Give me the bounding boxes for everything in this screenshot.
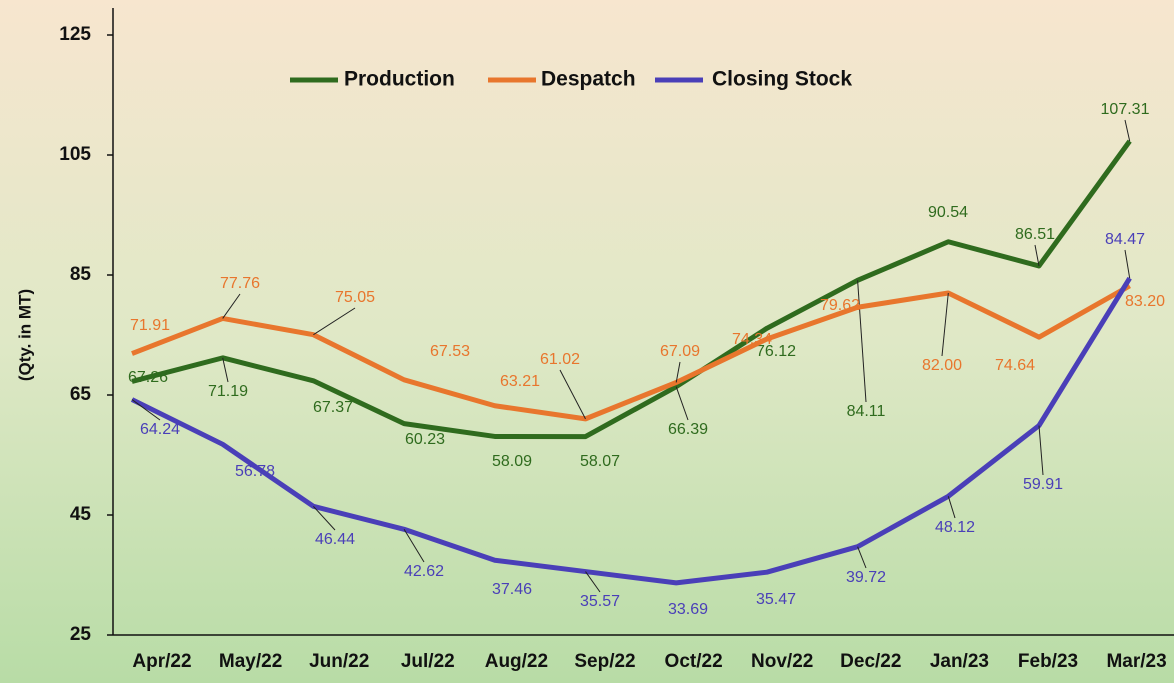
- leader-line: [947, 496, 956, 519]
- data-label: 76.12: [756, 343, 796, 360]
- x-tick-label: Jan/23: [930, 651, 989, 672]
- line: [131, 283, 1131, 422]
- leader-line: [1038, 425, 1044, 476]
- x-tick-label: Aug/22: [485, 651, 548, 672]
- data-label: 71.19: [208, 383, 248, 400]
- y-tick-label: 125: [59, 24, 91, 45]
- y-tick-label: 25: [70, 624, 92, 645]
- x-tick-label: Feb/23: [1018, 651, 1078, 672]
- data-label: 59.91: [1023, 476, 1063, 493]
- leader-line: [1124, 249, 1131, 279]
- data-label: 74.64: [995, 357, 1035, 374]
- x-tick-label: Mar/23: [1106, 651, 1166, 672]
- data-label: 46.44: [315, 531, 355, 548]
- leader-line: [857, 546, 867, 569]
- y-tick-label: 105: [59, 144, 91, 165]
- x-tick-label: Nov/22: [751, 651, 813, 672]
- data-label: 107.31: [1101, 101, 1150, 118]
- data-label: 39.72: [846, 569, 886, 586]
- data-label: 58.09: [492, 453, 532, 470]
- data-label: 64.24: [140, 421, 180, 438]
- leader-line: [222, 357, 229, 383]
- legend-label: Production: [344, 68, 455, 91]
- data-label: 35.47: [756, 591, 796, 608]
- data-label: 63.21: [500, 373, 540, 390]
- legend-label: Despatch: [541, 68, 636, 91]
- x-tick-label: Jun/22: [309, 651, 369, 672]
- data-label: 83.20: [1125, 293, 1165, 310]
- leader-line: [131, 399, 161, 421]
- data-label: 71.91: [130, 317, 170, 334]
- leader-line: [222, 293, 241, 319]
- y-tick-label: 65: [70, 384, 92, 405]
- line: [131, 139, 1132, 440]
- data-label: 77.76: [220, 275, 260, 292]
- leader-line: [559, 369, 586, 420]
- data-label: 58.07: [580, 453, 620, 470]
- data-label: 60.23: [405, 431, 445, 448]
- data-label: 74.34: [732, 331, 772, 348]
- data-label: 67.26: [128, 369, 168, 386]
- leader-line: [1034, 244, 1040, 267]
- data-label: 56.78: [235, 463, 275, 480]
- x-tick-label: Sep/22: [574, 651, 635, 672]
- x-tick-label: Oct/22: [665, 651, 723, 672]
- y-tick-label: 45: [70, 504, 92, 525]
- data-label: 35.57: [580, 593, 620, 610]
- leader-line: [941, 292, 949, 357]
- legend-label: Closing Stock: [712, 68, 852, 91]
- data-label: 84.11: [847, 403, 886, 420]
- data-label: 82.00: [922, 357, 962, 374]
- leader-line: [857, 280, 867, 403]
- leader-line: [313, 307, 356, 336]
- data-label: 33.69: [668, 601, 708, 618]
- x-tick-label: May/22: [219, 651, 282, 672]
- data-label: 90.54: [928, 204, 968, 221]
- data-label: 37.46: [492, 581, 532, 598]
- y-axis-label: (Qty. in MT): [15, 289, 34, 381]
- leader-line: [675, 386, 689, 421]
- leader-line: [313, 506, 336, 531]
- x-tick-label: Dec/22: [840, 651, 901, 672]
- data-label: 86.51: [1015, 226, 1055, 243]
- data-label: 67.09: [660, 343, 700, 360]
- leader-line: [585, 571, 601, 593]
- line: [130, 276, 1132, 586]
- data-label: 61.02: [540, 351, 580, 368]
- data-label: 67.37: [313, 399, 353, 416]
- y-tick-label: 85: [70, 264, 92, 285]
- data-label: 66.39: [668, 421, 708, 438]
- x-tick-label: Apr/22: [132, 651, 191, 672]
- data-label: 48.12: [935, 519, 975, 536]
- leader-line: [403, 529, 425, 563]
- data-label: 75.05: [335, 289, 375, 306]
- data-label: 79.62: [820, 297, 860, 314]
- leader-line: [675, 361, 681, 383]
- x-tick-label: Jul/22: [401, 651, 455, 672]
- data-label: 42.62: [404, 563, 444, 580]
- data-label: 84.47: [1105, 231, 1145, 248]
- data-label: 67.53: [430, 343, 470, 360]
- leader-line: [1124, 119, 1131, 142]
